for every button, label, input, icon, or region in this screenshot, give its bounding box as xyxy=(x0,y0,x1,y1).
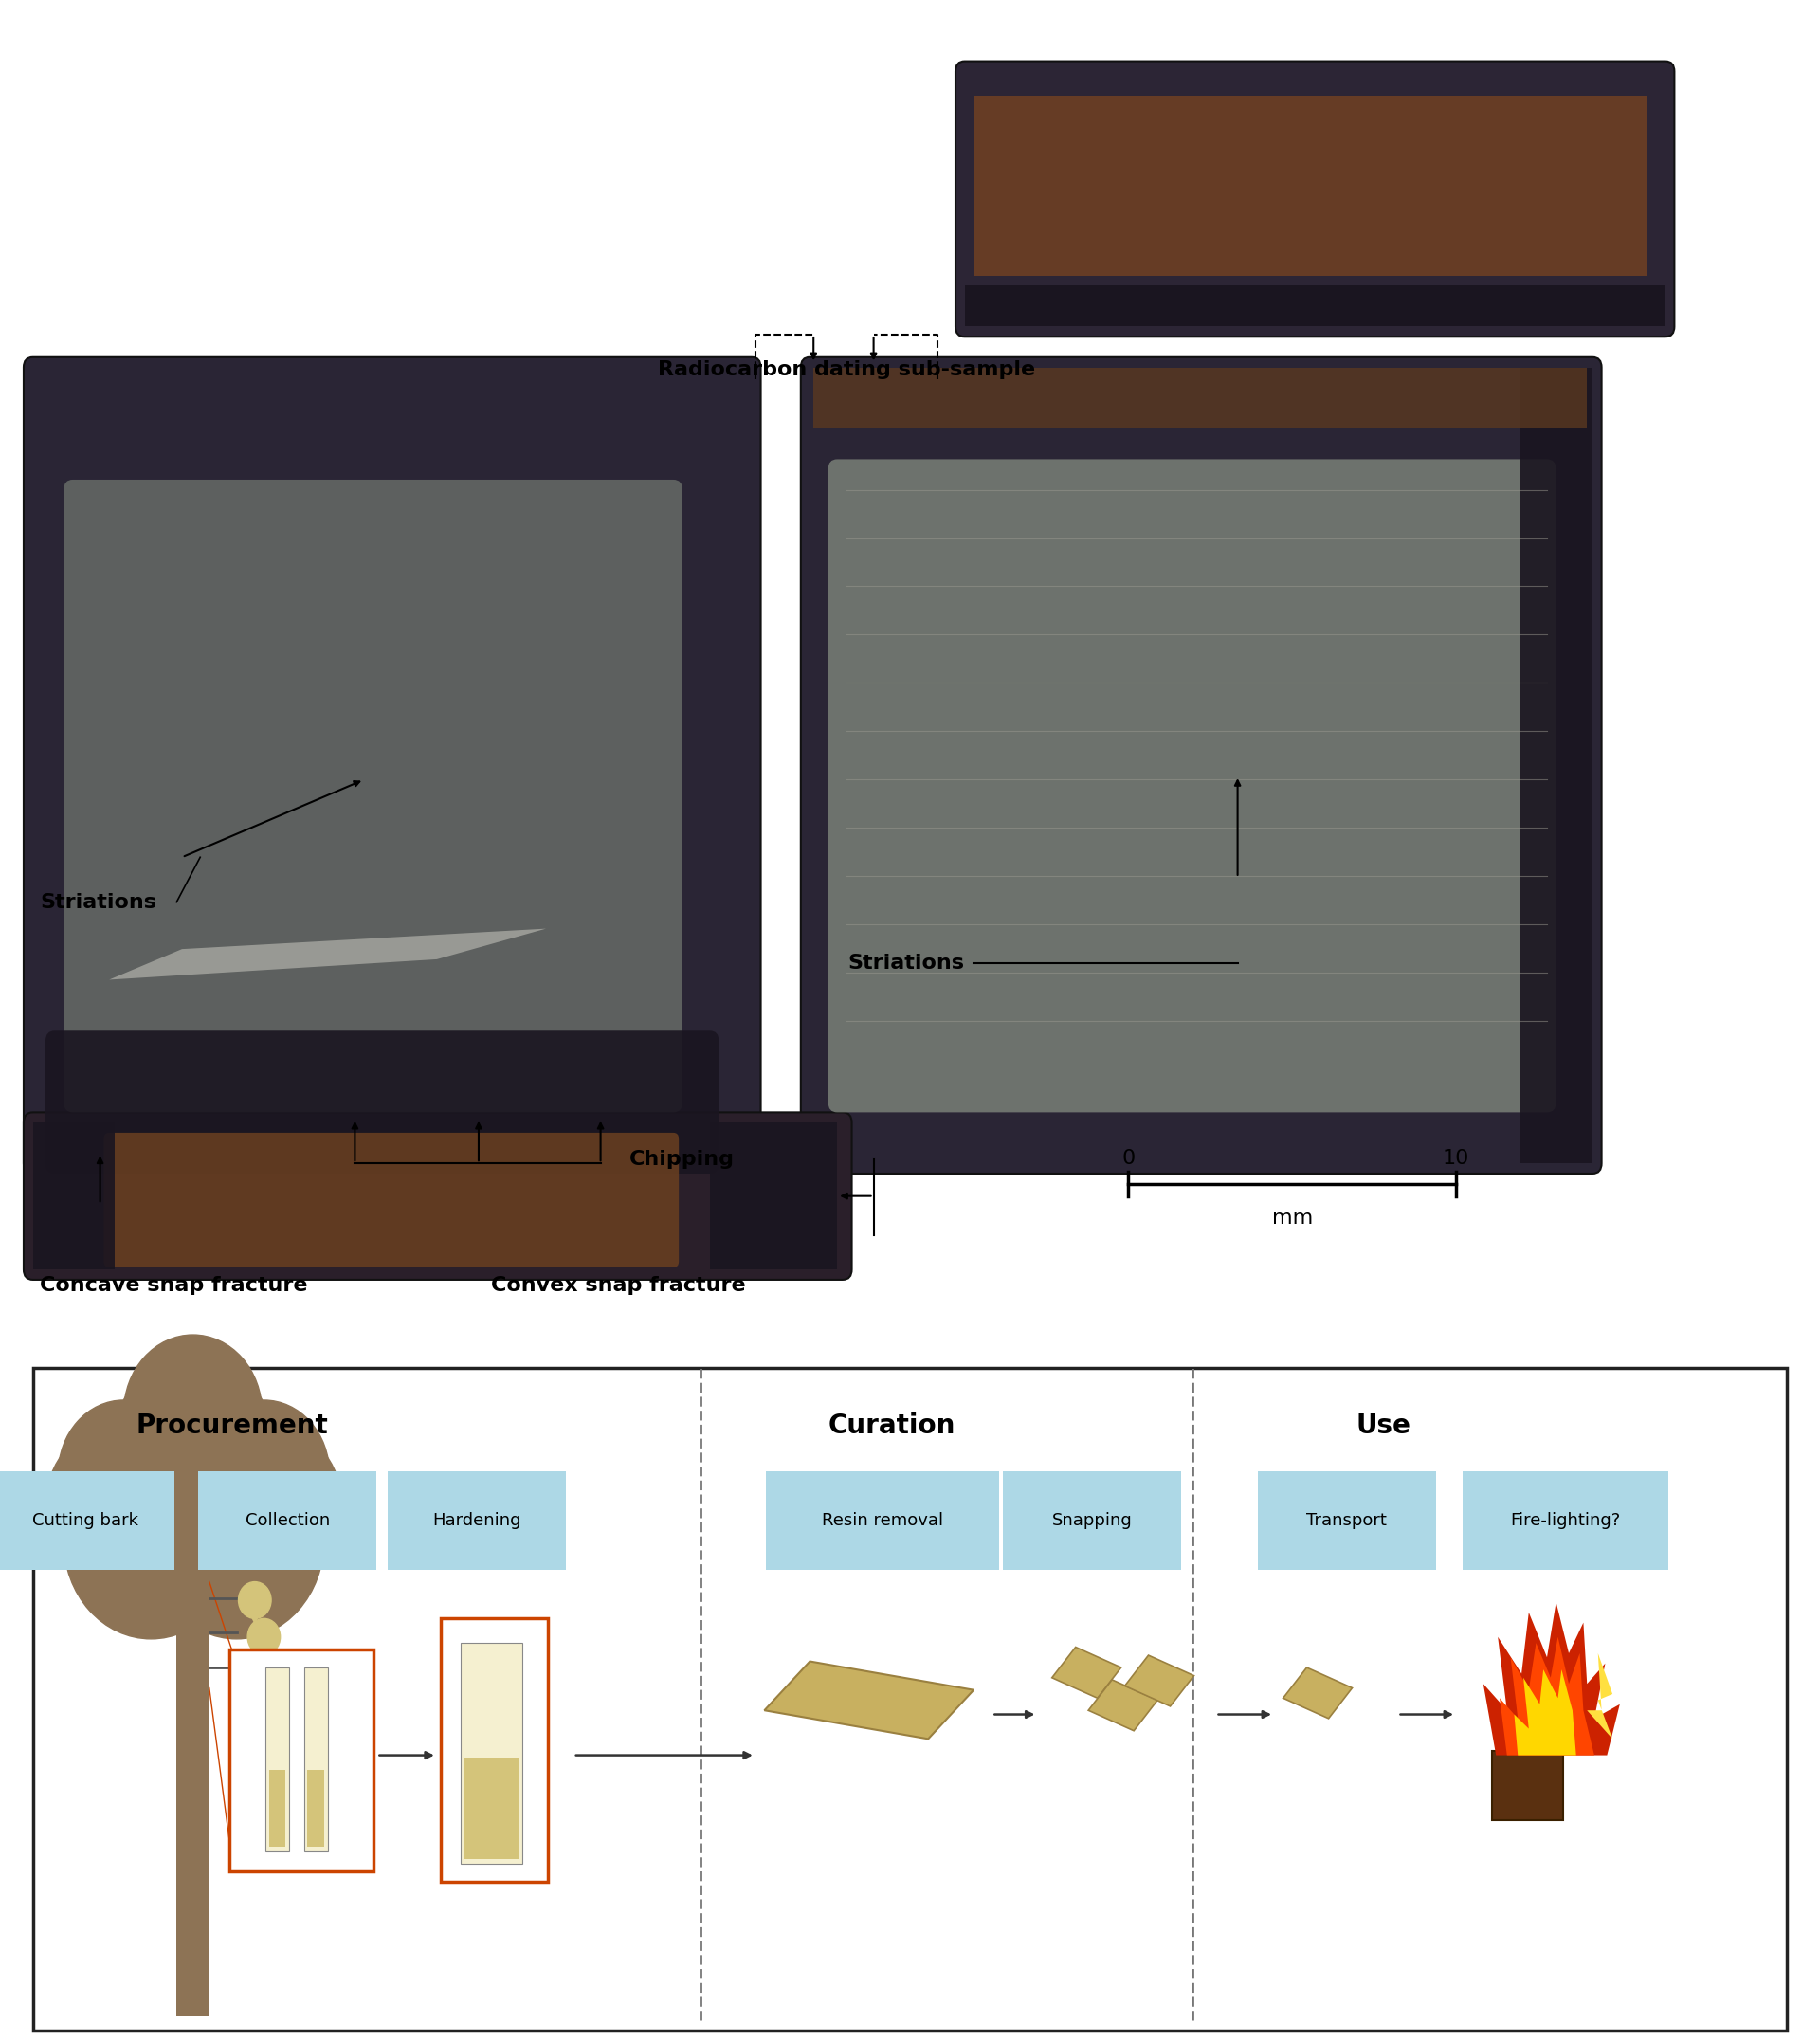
FancyBboxPatch shape xyxy=(308,1770,324,1847)
FancyBboxPatch shape xyxy=(229,1649,373,1872)
Text: Transport: Transport xyxy=(1307,1512,1387,1529)
FancyBboxPatch shape xyxy=(269,1770,286,1847)
FancyBboxPatch shape xyxy=(177,1608,209,2017)
FancyBboxPatch shape xyxy=(766,1472,999,1570)
Text: Striations: Striations xyxy=(848,953,965,974)
FancyBboxPatch shape xyxy=(266,1667,289,1851)
Circle shape xyxy=(87,1392,233,1555)
FancyBboxPatch shape xyxy=(1003,1472,1181,1570)
FancyBboxPatch shape xyxy=(24,1112,852,1280)
Polygon shape xyxy=(1283,1667,1352,1719)
Polygon shape xyxy=(242,1678,260,1696)
FancyBboxPatch shape xyxy=(1463,1472,1667,1570)
FancyBboxPatch shape xyxy=(1492,1751,1563,1821)
FancyBboxPatch shape xyxy=(828,459,1556,1112)
Circle shape xyxy=(46,1425,191,1588)
Text: Concave snap fracture: Concave snap fracture xyxy=(40,1276,308,1294)
FancyBboxPatch shape xyxy=(198,1472,377,1570)
Circle shape xyxy=(124,1335,262,1490)
FancyBboxPatch shape xyxy=(1520,367,1592,1163)
FancyBboxPatch shape xyxy=(33,1123,115,1270)
FancyBboxPatch shape xyxy=(24,357,761,1174)
Text: Use: Use xyxy=(1356,1412,1411,1439)
FancyBboxPatch shape xyxy=(64,480,682,1112)
FancyBboxPatch shape xyxy=(33,1367,1787,2031)
Polygon shape xyxy=(109,929,546,980)
Polygon shape xyxy=(764,1661,974,1739)
Polygon shape xyxy=(255,1643,273,1661)
FancyBboxPatch shape xyxy=(974,96,1647,276)
Circle shape xyxy=(197,1425,342,1588)
FancyBboxPatch shape xyxy=(46,1031,719,1174)
Polygon shape xyxy=(246,1606,264,1625)
Text: Hardening: Hardening xyxy=(433,1512,521,1529)
Circle shape xyxy=(149,1443,324,1639)
FancyBboxPatch shape xyxy=(801,357,1602,1174)
Text: Striations: Striations xyxy=(40,892,157,912)
Text: 0: 0 xyxy=(1121,1149,1136,1167)
Circle shape xyxy=(153,1392,298,1555)
Polygon shape xyxy=(1483,1602,1620,1755)
Text: Fire-lighting?: Fire-lighting? xyxy=(1511,1512,1620,1529)
FancyBboxPatch shape xyxy=(0,1472,175,1570)
FancyBboxPatch shape xyxy=(965,286,1665,327)
FancyBboxPatch shape xyxy=(460,1643,522,1863)
Text: Curation: Curation xyxy=(828,1412,956,1439)
FancyBboxPatch shape xyxy=(710,1123,837,1270)
Text: Convex snap fracture: Convex snap fracture xyxy=(491,1276,746,1294)
FancyBboxPatch shape xyxy=(464,1757,519,1859)
Text: Snapping: Snapping xyxy=(1052,1512,1132,1529)
FancyBboxPatch shape xyxy=(104,1133,679,1267)
Circle shape xyxy=(198,1400,329,1547)
Polygon shape xyxy=(1088,1680,1158,1731)
Polygon shape xyxy=(1125,1655,1194,1706)
Circle shape xyxy=(238,1582,271,1619)
Text: Cutting bark: Cutting bark xyxy=(33,1512,138,1529)
Circle shape xyxy=(58,1400,189,1547)
FancyBboxPatch shape xyxy=(304,1667,328,1851)
Text: 10: 10 xyxy=(1443,1149,1469,1167)
Polygon shape xyxy=(1052,1647,1121,1698)
FancyBboxPatch shape xyxy=(440,1619,548,1882)
Circle shape xyxy=(235,1653,268,1690)
Text: Radiocarbon dating sub-sample: Radiocarbon dating sub-sample xyxy=(657,361,1036,380)
Circle shape xyxy=(248,1619,280,1655)
Polygon shape xyxy=(1514,1670,1576,1755)
Circle shape xyxy=(113,1355,273,1535)
Text: mm: mm xyxy=(1272,1208,1312,1227)
Circle shape xyxy=(64,1443,238,1639)
Text: Collection: Collection xyxy=(246,1512,329,1529)
Circle shape xyxy=(87,1392,298,1629)
FancyBboxPatch shape xyxy=(814,367,1587,429)
FancyBboxPatch shape xyxy=(388,1472,566,1570)
Text: Resin removal: Resin removal xyxy=(823,1512,943,1529)
Text: Procurement: Procurement xyxy=(136,1412,329,1439)
FancyBboxPatch shape xyxy=(956,61,1674,337)
Text: Chipping: Chipping xyxy=(630,1149,735,1169)
FancyBboxPatch shape xyxy=(1258,1472,1436,1570)
Polygon shape xyxy=(1587,1653,1613,1739)
Polygon shape xyxy=(1500,1637,1594,1755)
